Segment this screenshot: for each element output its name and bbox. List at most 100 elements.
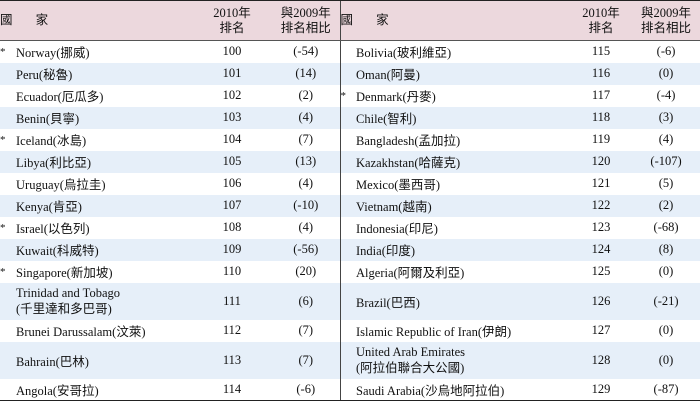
left-change-2009: (7) — [298, 132, 314, 146]
right-change-2009: (5) — [658, 176, 674, 190]
header-country-left: 國 家 — [0, 0, 193, 41]
right-country: Chile(智利) — [356, 112, 417, 126]
right-country: Bolivia(玻利維亞) — [356, 46, 452, 61]
right-change-2009: (-21) — [653, 293, 679, 308]
left-mark — [0, 239, 16, 261]
left-country: Israel(以色列) — [16, 222, 90, 236]
right-country: Islamic Republic of Iran(伊朗) — [356, 325, 512, 339]
right-rank-2010: 122 — [591, 198, 611, 212]
right-mark — [339, 319, 357, 342]
right-change-2009: (8) — [658, 242, 674, 256]
table-row: * Singapore(新加坡) 110 (20) Algeria(阿爾及利亞) 125 (… — [0, 260, 700, 283]
left-rank-2010: 108 — [222, 220, 242, 234]
right-mark — [339, 260, 357, 283]
table-row: Kuwait(科威特) 109 (-56) India(印度) 124 (8) — [0, 238, 700, 261]
right-change-2009: (-6) — [656, 44, 676, 59]
left-rank-2010: 114 — [192, 378, 273, 401]
left-country: Peru(秘魯) — [16, 68, 73, 82]
table-body: * Norway(挪威) 100 (-54) Bolivia(玻利維亞) 115 (-6) P… — [0, 40, 700, 401]
right-rank-2010: 124 — [591, 242, 611, 256]
left-mark — [0, 320, 16, 342]
table-row: Benin(貝寧) 103 (4) Chile(智利) 118 (3) — [0, 106, 700, 129]
right-rank-2010: 117 — [591, 88, 611, 102]
right-country: India(印度) — [356, 244, 416, 258]
left-country: Angola(安哥拉) — [16, 378, 193, 401]
left-rank-2010: 103 — [222, 110, 242, 124]
right-mark — [339, 194, 357, 217]
right-country: Kazakhstan(哈薩克) — [356, 156, 461, 170]
left-country: Uruguay(烏拉圭) — [16, 178, 106, 192]
left-country: Libya(利比亞) — [16, 156, 91, 170]
header-change-left-label: 與2009年 排名相比 — [280, 5, 331, 35]
right-change-2009: (-68) — [653, 220, 679, 234]
right-rank-2010: 129 — [570, 378, 633, 401]
right-rank-2010: 118 — [591, 110, 611, 124]
right-rank-2010: 127 — [591, 323, 611, 337]
left-change-2009: (6) — [298, 293, 314, 308]
table-row: Trinidad and Tobago (千里達和多巴哥) 111 (6) Brazil… — [0, 282, 700, 320]
left-rank-2010: 112 — [222, 323, 242, 337]
table-row: Bahrain(巴林) 113 (7) United Arab Emirates (阿拉… — [0, 341, 700, 379]
left-change-2009: (7) — [298, 323, 314, 337]
right-country: Bangladesh(孟加拉) — [356, 134, 461, 148]
right-country: Mexico(墨西哥) — [356, 178, 441, 192]
header-change-right: 與2009年 排名相比 — [632, 0, 700, 41]
left-country: Benin(貝寧) — [16, 112, 80, 126]
table-row: Libya(利比亞) 105 (13) Kazakhstan(哈薩克) 120 (-107… — [0, 150, 700, 173]
table-row: Uruguay(烏拉圭) 106 (4) Mexico(墨西哥) 121 (5) — [0, 172, 700, 195]
left-mark — [0, 195, 16, 217]
left-mark: * — [0, 221, 6, 234]
header-rank-left-label: 2010年 排名 — [213, 5, 251, 35]
left-mark — [0, 151, 16, 173]
left-change-2009: (20) — [295, 264, 317, 278]
left-change-2009: (-54) — [293, 44, 319, 59]
left-rank-2010: 109 — [222, 242, 242, 256]
right-mark — [339, 40, 357, 63]
right-rank-2010: 123 — [591, 220, 611, 234]
table-row: Peru(秘魯) 101 (14) Oman(阿曼) 116 (0) — [0, 62, 700, 85]
left-country: Ecuador(厄瓜多) — [16, 90, 104, 104]
left-country: Iceland(冰島) — [16, 134, 87, 148]
left-country: Singapore(新加坡) — [16, 266, 113, 280]
left-change-2009: (-6) — [272, 378, 341, 401]
header-rank-left: 2010年 排名 — [192, 0, 273, 41]
right-rank-2010: 126 — [591, 293, 611, 308]
table-row: Angola(安哥拉) 114 (-6) Saudi Arabia(沙烏地阿拉伯) 12… — [0, 378, 700, 401]
left-rank-2010: 100 — [222, 44, 242, 59]
left-mark — [0, 107, 16, 129]
table-row: Ecuador(厄瓜多) 102 (2) * Denmark(丹麥) 117 (-4) — [0, 84, 700, 107]
table-header: 國 家 2010年 排名 與2009年 排名相比 國 家 2010年 排名 與2009… — [0, 0, 700, 41]
header-change-left: 與2009年 排名相比 — [272, 0, 341, 41]
right-country: Oman(阿曼) — [356, 68, 420, 82]
left-rank-2010: 102 — [222, 88, 242, 102]
header-country-right: 國 家 — [339, 0, 571, 41]
right-mark — [339, 106, 357, 129]
left-mark — [0, 378, 16, 401]
left-rank-2010: 107 — [222, 198, 242, 212]
right-mark — [339, 150, 357, 173]
right-rank-2010: 119 — [591, 132, 611, 146]
left-change-2009: (-10) — [293, 198, 319, 212]
left-rank-2010: 101 — [222, 66, 242, 80]
right-country: United Arab Emirates (阿拉伯聯合大公國) — [356, 345, 466, 375]
header-row: 國 家 2010年 排名 與2009年 排名相比 國 家 2010年 排名 與2009… — [0, 0, 700, 41]
right-country: Vietnam(越南) — [356, 200, 432, 214]
left-change-2009: (2) — [298, 88, 314, 102]
right-mark — [339, 172, 357, 195]
right-mark — [339, 128, 357, 151]
header-rank-right: 2010年 排名 — [570, 0, 633, 41]
right-mark: * — [339, 84, 357, 107]
right-country: Denmark(丹麥) — [356, 90, 436, 104]
left-change-2009: (4) — [298, 176, 314, 190]
left-country: Kuwait(科威特) — [16, 244, 99, 258]
left-rank-2010: 105 — [222, 154, 242, 168]
right-mark — [339, 238, 357, 261]
table-row: * Norway(挪威) 100 (-54) Bolivia(玻利維亞) 115 (-6) — [0, 40, 700, 63]
right-change-2009: (-4) — [656, 88, 676, 102]
left-mark: * — [0, 133, 6, 146]
left-country: Bahrain(巴林) — [16, 354, 89, 369]
left-mark — [0, 342, 16, 379]
left-rank-2010: 104 — [222, 132, 242, 146]
left-change-2009: (-56) — [293, 242, 319, 256]
